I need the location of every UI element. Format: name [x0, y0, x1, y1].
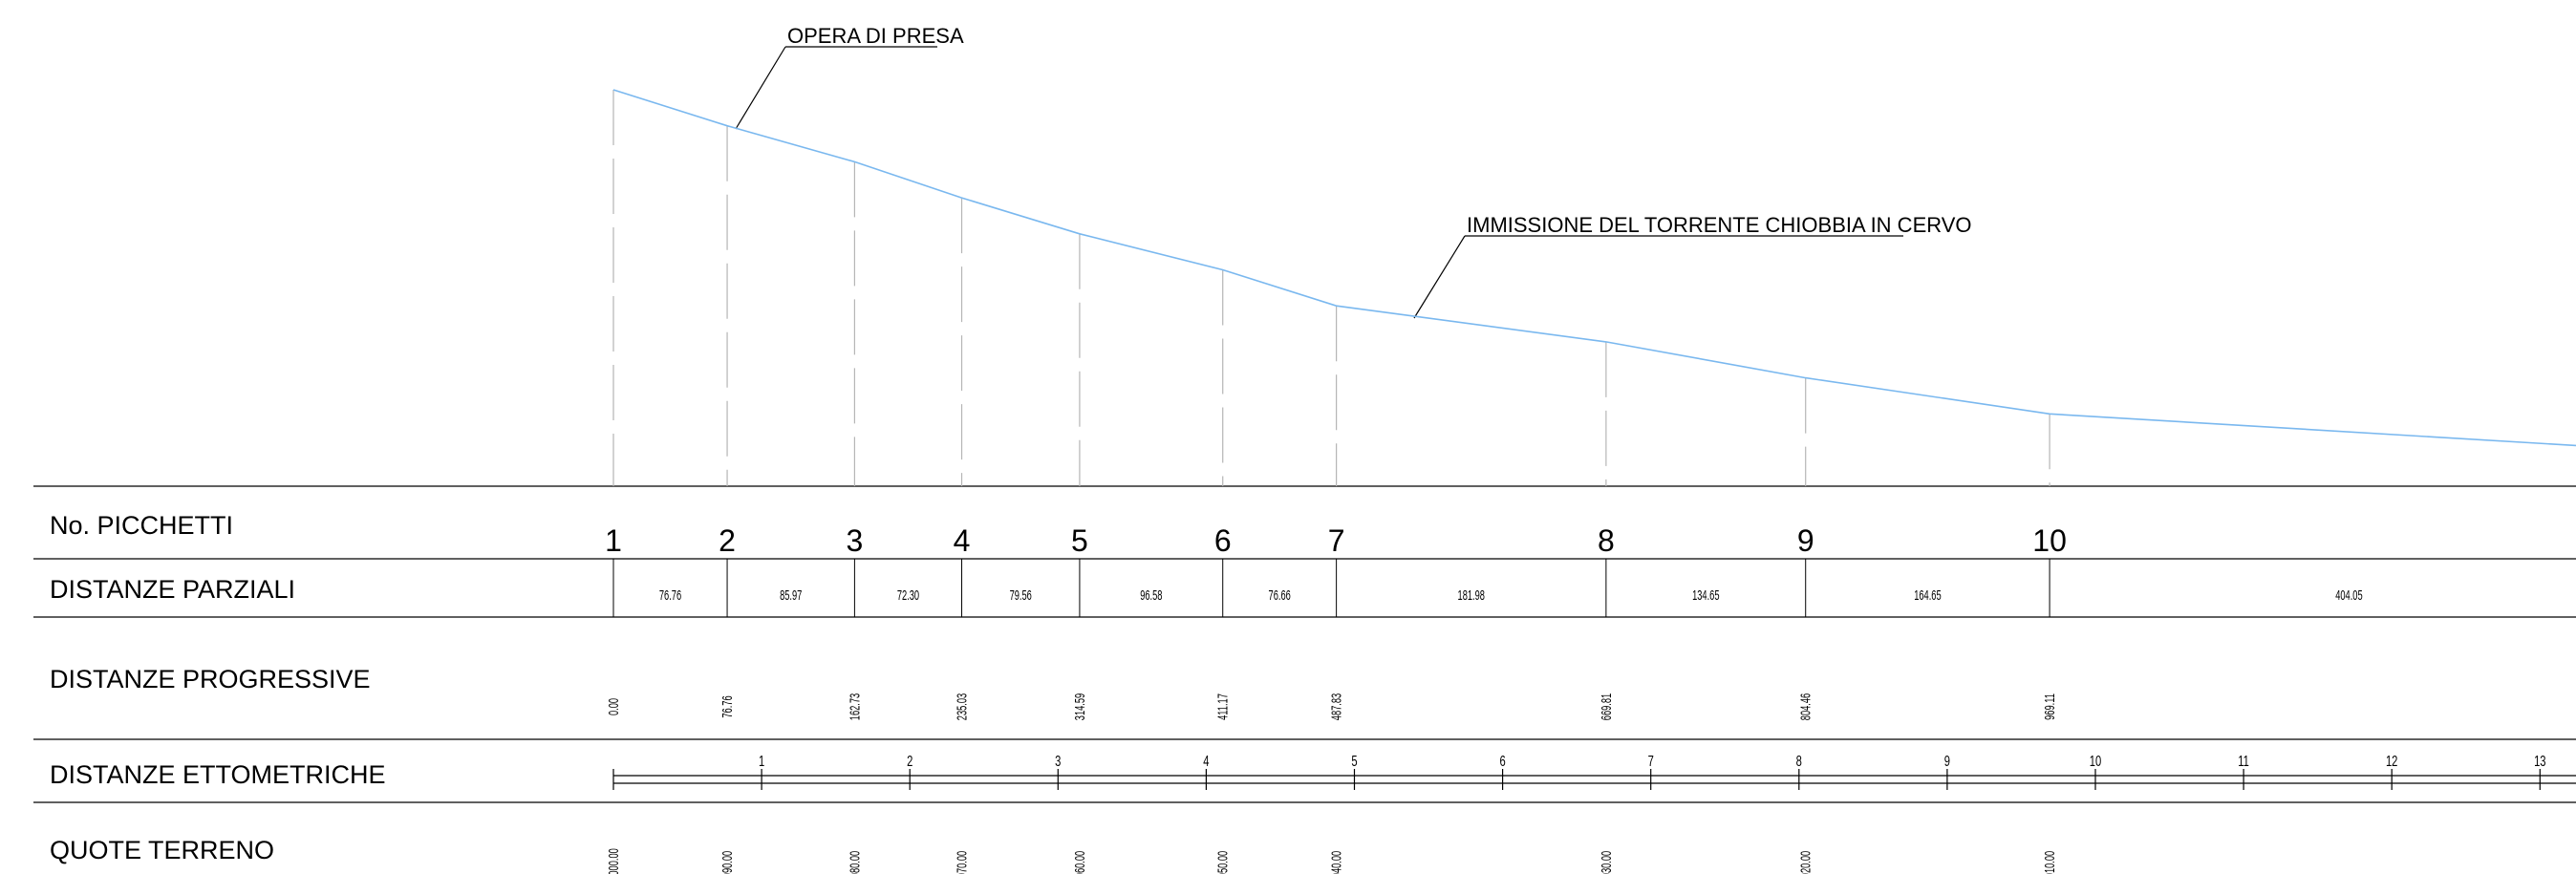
station-number: 10 [2032, 523, 2067, 558]
station-number: 6 [1214, 523, 1232, 558]
row-label-ettometriche: DISTANZE ETTOMETRICHE [50, 760, 386, 789]
terrain-elevation-label: 1000.00 [606, 848, 622, 874]
partial-distance-label: 134.65 [1692, 587, 1719, 604]
hecto-label: 1 [759, 752, 764, 770]
leader-line-confluence [1413, 235, 1466, 319]
terrain-elevation-label: 990.00 [719, 851, 736, 874]
hecto-label: 8 [1796, 752, 1802, 770]
hecto-label: 12 [2386, 752, 2397, 770]
hecto-label: 2 [907, 752, 912, 770]
progressive-distance-label: 162.73 [847, 693, 863, 720]
terrain-elevation-label: 980.00 [847, 851, 863, 874]
progressive-distance-label: 76.76 [719, 695, 736, 717]
station-number: 3 [846, 523, 863, 558]
station-number: 5 [1071, 523, 1088, 558]
hecto-label: 3 [1055, 752, 1061, 770]
terrain-elevation-label: 910.00 [2042, 851, 2058, 874]
station-number: 2 [719, 523, 736, 558]
partial-distance-label: 72.30 [897, 587, 919, 604]
annotation-intake: OPERA DI PRESA [735, 24, 964, 130]
terrain-profile [612, 89, 2576, 447]
leader-line-intake [735, 46, 786, 130]
hecto-label: 4 [1203, 752, 1209, 770]
row-label-picchetti: No. PICCHETTI [50, 511, 233, 540]
progressive-distance-label: 0.00 [606, 698, 622, 715]
partial-distance-label: 181.98 [1458, 587, 1485, 604]
partial-distance-label: 79.56 [1010, 587, 1032, 604]
hecto-label: 5 [1351, 752, 1357, 770]
terrain-elevation-label: 970.00 [954, 851, 970, 874]
partial-distances: 76.76 85.97 72.30 79.56 96.58 76.66 181.98 134.… [612, 559, 2363, 617]
hecto-label: 7 [1648, 752, 1654, 770]
hecto-label: 10 [2090, 752, 2102, 770]
progressive-distance-label: 314.59 [1072, 693, 1088, 720]
terrain-elevation-label: 930.00 [1599, 851, 1615, 874]
progressive-distance-label: 804.46 [1797, 693, 1814, 720]
station-number: 1 [605, 523, 622, 558]
terrain-profile-line [612, 89, 2576, 447]
terrain-elevations: 1000.00 990.00 980.00 970.00 960.00 950.00 940… [606, 848, 2058, 874]
progressive-distance-label: 669.81 [1599, 693, 1615, 720]
hecto-label: 6 [1499, 752, 1505, 770]
partial-distance-label: 76.66 [1269, 587, 1291, 604]
progressive-distance-label: 487.83 [1328, 693, 1344, 720]
annotation-intake-text: OPERA DI PRESA [787, 24, 964, 48]
progressive-distance-label: 969.11 [2042, 693, 2058, 720]
station-number: 7 [1328, 523, 1345, 558]
terrain-elevation-label: 920.00 [1797, 851, 1814, 874]
row-label-quote: QUOTE TERRENO [50, 836, 274, 864]
progressive-distance-label: 411.17 [1215, 693, 1232, 720]
partial-distance-label: 85.97 [780, 587, 802, 604]
row-label-parziali: DISTANZE PARZIALI [50, 575, 295, 604]
progressive-distances: 0.00 76.76 162.73 235.03 314.59 411.17 487.83 6… [606, 693, 2058, 720]
partial-distance-label: 164.65 [1914, 587, 1941, 604]
progressive-distance-label: 235.03 [954, 693, 970, 720]
hecto-label: 11 [2238, 752, 2249, 770]
station-number: 9 [1797, 523, 1814, 558]
row-label-progressive: DISTANZE PROGRESSIVE [50, 665, 371, 693]
hecto-label: 9 [1944, 752, 1950, 770]
table-frame [33, 485, 2576, 803]
terrain-elevation-label: 940.00 [1328, 851, 1344, 874]
partial-distance-label: 96.58 [1140, 587, 1162, 604]
station-numbers: 1 2 3 4 5 6 7 8 9 10 [605, 523, 2067, 558]
terrain-elevation-label: 950.00 [1215, 851, 1232, 874]
hecto-label: 13 [2534, 752, 2546, 770]
station-number: 4 [954, 523, 971, 558]
station-number: 8 [1598, 523, 1615, 558]
terrain-elevation-label: 960.00 [1072, 851, 1088, 874]
annotation-confluence-text: IMMISSIONE DEL TORRENTE CHIOBBIA IN CERV… [1467, 213, 1972, 237]
hectometric-scale: 1 2 3 4 5 6 7 8 9 10 11 12 13 [612, 752, 2576, 790]
station-guides [612, 90, 2050, 486]
partial-distance-label: 404.05 [2335, 587, 2362, 604]
partial-distance-label: 76.76 [659, 587, 681, 604]
annotation-confluence: IMMISSIONE DEL TORRENTE CHIOBBIA IN CERV… [1413, 213, 1972, 319]
